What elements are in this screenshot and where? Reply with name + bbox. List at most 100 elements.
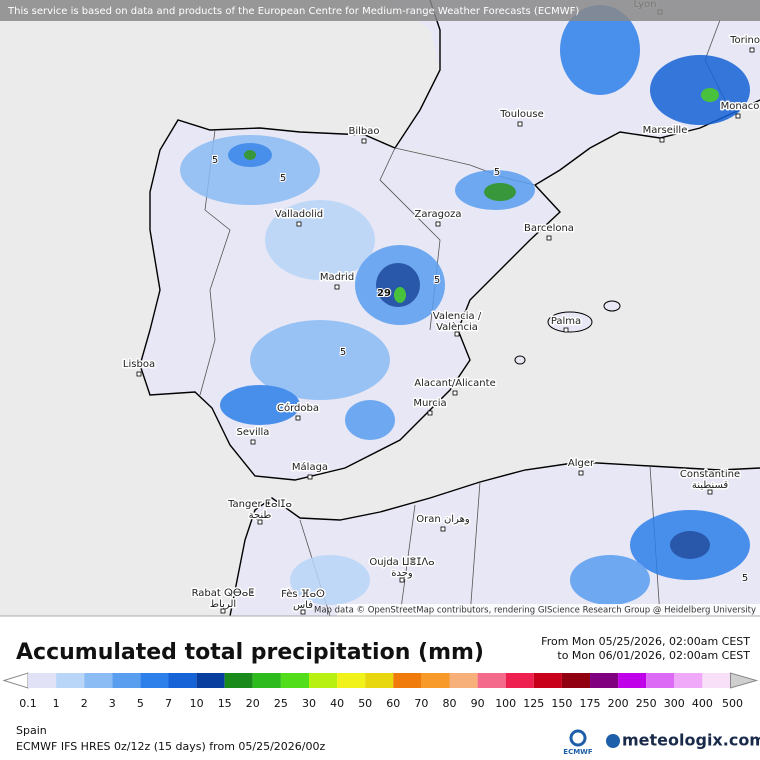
city-dot: [361, 138, 367, 144]
colorbar-label: 250: [636, 697, 657, 710]
contour-label: 5: [212, 155, 218, 166]
colorbar-swatch: [168, 673, 197, 688]
attribution-bg: [337, 604, 760, 616]
colorbar-swatch: [140, 673, 169, 688]
colorbar-label: 300: [664, 697, 685, 710]
city-dot: [707, 489, 713, 495]
city-dot: [440, 526, 446, 532]
city-label: Oujda ⵡⴻⵊⴷⴰ: [369, 557, 434, 568]
city-dot: [250, 439, 256, 445]
notice-bar: [0, 0, 760, 21]
city-label: Córdoba: [277, 402, 319, 414]
city-label: Tanger ⵟⴰⵏⵊⴰ: [227, 499, 292, 510]
mallorca: [547, 311, 593, 333]
colorbar-label: 20: [246, 697, 260, 710]
colorbar-swatch: [393, 673, 422, 688]
city-label: Valladolid: [275, 209, 323, 220]
colorbar-swatch: [702, 673, 731, 688]
colorbar-swatch: [533, 673, 562, 688]
colorbar-swatch: [112, 673, 141, 688]
meteologix-icon: [606, 734, 620, 748]
city-label: Constantine: [680, 469, 740, 480]
colorbar-label: 0.1: [19, 697, 37, 710]
city-label: Alacant/Alicante: [414, 378, 495, 389]
colorbar-swatch: [646, 673, 675, 688]
colorbar-label: 125: [523, 697, 544, 710]
model-info: ECMWF IFS HRES 0z/12z (15 days) from 05/…: [16, 740, 326, 753]
colorbar-label: 50: [358, 697, 372, 710]
city-label: Zaragoza: [414, 209, 461, 220]
period-to: to Mon 06/01/2026, 02:00am CEST: [557, 649, 750, 662]
attribution: Map data © OpenStreetMap contributors, r…: [314, 606, 756, 616]
colorbar-label: 40: [330, 697, 344, 710]
city-label: Marseille: [643, 125, 688, 136]
city-label: Barcelona: [524, 223, 574, 234]
colorbar-label: 1: [53, 697, 60, 710]
city-local-label: València: [436, 321, 478, 333]
city-dot: [578, 470, 584, 476]
meteologix-logo: meteologix.com: [622, 731, 760, 750]
precipitation: [180, 5, 750, 605]
ecmwf-icon: [569, 729, 587, 747]
colorbar-label: 3: [109, 697, 116, 710]
colorbar-swatch: [365, 673, 394, 688]
colorbar-label: 2: [81, 697, 88, 710]
city-label: Murcia: [413, 398, 446, 409]
colorbar-label: 7: [165, 697, 172, 710]
colorbar-label: 175: [580, 697, 601, 710]
city-dot: [454, 331, 460, 337]
colorbar-label: 5: [137, 697, 144, 710]
colorbar-label: 200: [608, 697, 629, 710]
colorbar-label: 500: [722, 697, 743, 710]
city-label: Madrid: [320, 272, 354, 283]
city-dot: [735, 113, 741, 119]
contour-label: 5: [494, 167, 500, 178]
colorbar-label: 30: [302, 697, 316, 710]
colorbar-swatch: [449, 673, 478, 688]
city-label: Oran وهران: [416, 514, 470, 525]
city-dot: [435, 221, 441, 227]
city-dot: [659, 137, 665, 143]
city-label: Lisboa: [123, 359, 155, 370]
city-dot: [300, 609, 306, 615]
colorbar-swatch: [309, 673, 338, 688]
colorbar-low-arrow: [2, 672, 29, 689]
city-label: Málaga: [292, 461, 328, 473]
colorbar-swatch: [84, 673, 113, 688]
colorbar-swatch: [224, 673, 253, 688]
contour-label: 29: [377, 288, 391, 299]
city-label: Sevilla: [237, 427, 270, 438]
colorbar-swatch: [618, 673, 647, 688]
city-label: Alger: [568, 458, 595, 469]
colorbar-swatch: [421, 673, 450, 688]
contour-label: 5: [434, 275, 440, 286]
city-label: Rabat ⵕⴱⴰⵟ: [192, 588, 255, 599]
colorbar-label: 10: [190, 697, 204, 710]
city-dot: [546, 235, 552, 241]
city-dot: [296, 221, 302, 227]
city-label: Toulouse: [499, 109, 543, 120]
city-dot: [307, 474, 313, 480]
colorbar-swatch: [590, 673, 619, 688]
ecmwf-logo: ECMWF: [563, 748, 593, 756]
city-dot: [563, 327, 569, 333]
menorca: [603, 300, 621, 312]
city-label: Fès ⴼⴰⵙ: [281, 588, 325, 600]
city-local-label: وجدة: [391, 568, 413, 579]
colorbar-label: 150: [551, 697, 572, 710]
coastline: [229, 461, 760, 617]
contour-label: 5: [742, 573, 748, 584]
colorbar-label: 70: [414, 697, 428, 710]
city-dot: [399, 577, 405, 583]
contour-label: 5: [340, 347, 346, 358]
city-label: Valencia /: [433, 311, 482, 322]
colorbar-swatch: [337, 673, 366, 688]
contour-label: 5: [280, 173, 286, 184]
city-local-label: الرباط: [210, 599, 236, 610]
colorbar-swatch: [56, 673, 85, 688]
city-label: Palma: [551, 316, 581, 327]
colorbar-high-arrow: [730, 672, 759, 689]
city-dot: [257, 519, 263, 525]
colorbar-swatch: [561, 673, 590, 688]
